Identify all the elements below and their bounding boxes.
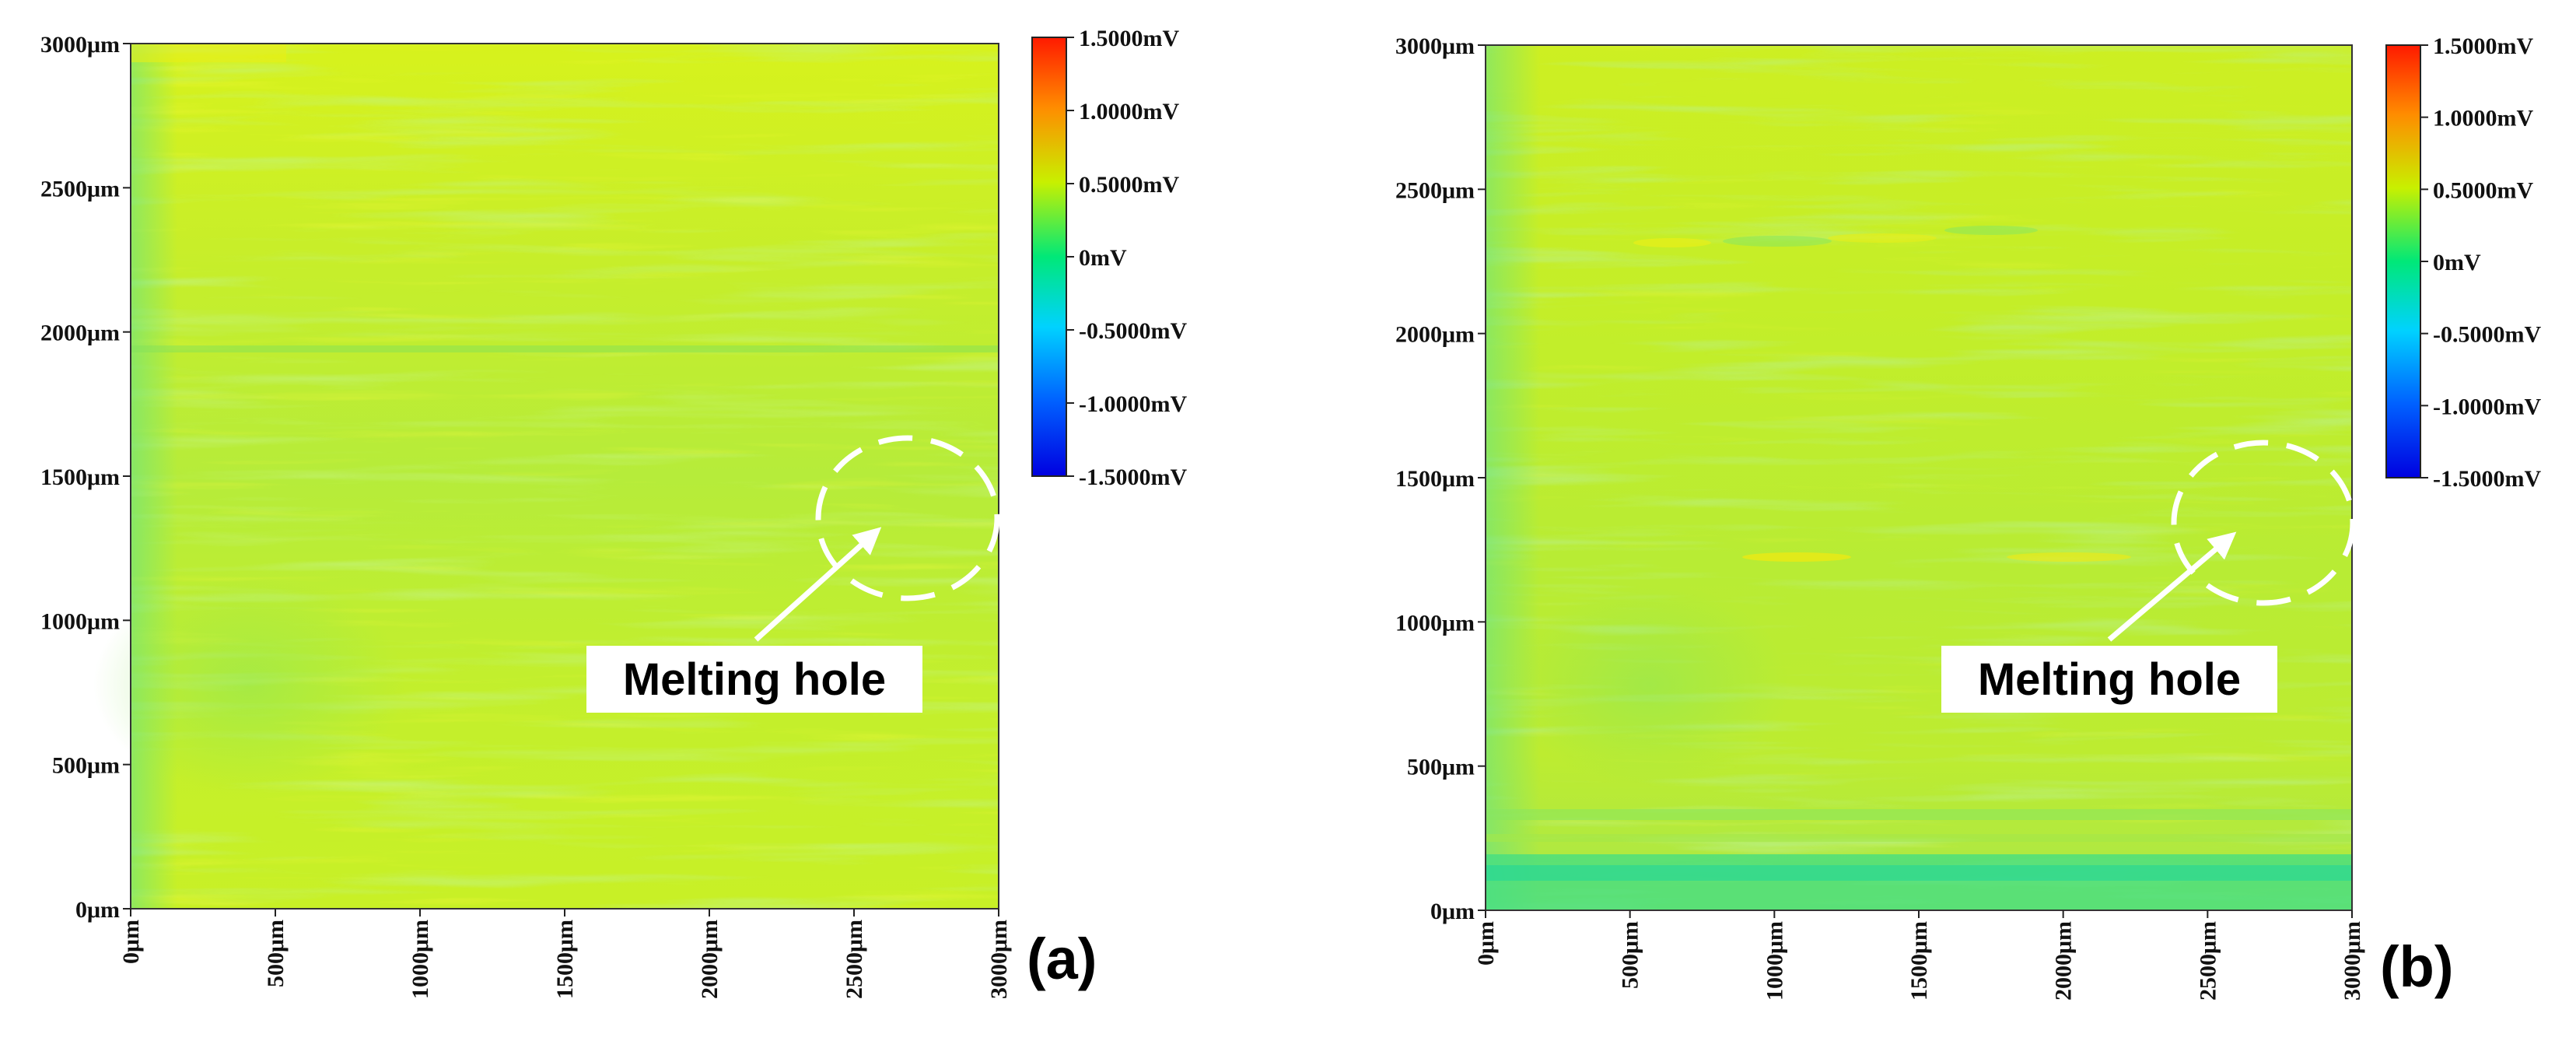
- y-tick-label: 2500μm: [40, 176, 120, 202]
- panel-a: 0μm 500μm 1000μm 1500μm 2000μm 2500μm 3000μm 0…: [40, 26, 1187, 999]
- x-tick-label: 1000μm: [408, 920, 433, 999]
- colorbar-tick-label: 0.5000mV: [2433, 177, 2533, 203]
- x-tick-label: 1000μm: [1762, 921, 1787, 1001]
- x-tick-label: 2500μm: [842, 920, 867, 999]
- annotation-arrow-a: [754, 527, 882, 642]
- heatmap-a: [93, 44, 999, 909]
- melting-hole-circle-b: [2171, 440, 2356, 606]
- colorbar-tick-label: 1.5000mV: [1079, 26, 1179, 51]
- y-tick-label: 2000μm: [40, 321, 120, 346]
- x-tick-label: 2000μm: [2051, 921, 2077, 1001]
- y-axis-a: 0μm 500μm 1000μm 1500μm 2000μm 2500μm 3000μm: [40, 32, 131, 923]
- colorbar-gradient-a: [1031, 37, 1067, 477]
- panel-label-a: (a): [1027, 927, 1097, 991]
- colorbar-a: 1.5000mV 1.0000mV 0.5000mV 0mV -0.5000mV -1.0…: [1031, 26, 1187, 490]
- y-tick-label: 2500μm: [1395, 177, 1475, 203]
- x-tick-label: 3000μm: [2340, 921, 2365, 1001]
- y-tick-label: 500μm: [52, 753, 120, 779]
- annotation-arrow-b: [2107, 531, 2237, 642]
- colorbar-tick-label: -1.5000mV: [2433, 466, 2541, 492]
- annotation-box-a: [586, 646, 922, 713]
- y-tick-label: 0μm: [1430, 899, 1475, 924]
- annotation-box-b: [1941, 646, 2277, 713]
- melting-hole-annotation-a: Melting hole: [586, 435, 1000, 713]
- y-tick-label: 1000μm: [40, 608, 120, 634]
- annotation-text-a: Melting hole: [623, 654, 886, 705]
- colorbar-b: 1.5000mV 1.0000mV 0.5000mV 0mV -0.5000mV -1.0…: [2385, 33, 2541, 492]
- y-tick-label: 3000μm: [1395, 33, 1475, 59]
- colorbar-tick-label: 0mV: [2433, 250, 2481, 275]
- melting-hole-annotation-b: Melting hole: [1941, 440, 2356, 713]
- colorbar-tick-label: -1.0000mV: [2433, 394, 2541, 419]
- panel-b: 0μm 500μm 1000μm 1500μm 2000μm 2500μm 3000μm 0…: [1395, 33, 2541, 1001]
- y-tick-label: 3000μm: [40, 32, 120, 58]
- x-tick-label: 2000μm: [697, 920, 723, 999]
- melting-hole-circle-a: [815, 435, 1000, 601]
- colorbar-tick-label: 1.0000mV: [1079, 99, 1179, 124]
- panel-label-b: (b): [2380, 934, 2454, 999]
- colorbar-tick-label: 0mV: [1079, 245, 1127, 271]
- colorbar-gradient-b: [2385, 44, 2421, 478]
- y-tick-label: 1500μm: [40, 464, 120, 490]
- x-axis-b: 0μm 500μm 1000μm 1500μm 2000μm 2500μm 3000μm: [1473, 910, 2365, 1001]
- y-tick-label: 500μm: [1407, 755, 1475, 780]
- x-tick-label: 1500μm: [552, 920, 578, 999]
- colorbar-ticks-b: 1.5000mV 1.0000mV 0.5000mV 0mV -0.5000mV -1.0…: [2420, 33, 2541, 492]
- colorbar-tick-label: -0.5000mV: [1079, 318, 1187, 344]
- colorbar-tick-label: 1.0000mV: [2433, 106, 2533, 131]
- y-axis-b: 0μm 500μm 1000μm 1500μm 2000μm 2500μm 3000μm: [1395, 33, 1486, 924]
- colorbar-tick-label: 0.5000mV: [1079, 172, 1179, 198]
- colorbar-ticks-a: 1.5000mV 1.0000mV 0.5000mV 0mV -0.5000mV -1.0…: [1066, 26, 1187, 490]
- x-tick-label: 0μm: [118, 920, 144, 964]
- colorbar-tick-label: -1.0000mV: [1079, 391, 1187, 417]
- colorbar-tick-label: 1.5000mV: [2433, 33, 2533, 59]
- y-tick-label: 1000μm: [1395, 610, 1475, 636]
- heatmap-b: [1486, 45, 2352, 910]
- x-tick-label: 500μm: [1618, 921, 1643, 989]
- x-tick-label: 500μm: [263, 920, 289, 987]
- x-tick-label: 2500μm: [2195, 921, 2221, 1001]
- y-tick-label: 1500μm: [1395, 466, 1475, 492]
- x-tick-label: 1500μm: [1906, 921, 1932, 1001]
- annotation-text-b: Melting hole: [1978, 654, 2241, 705]
- colorbar-tick-label: -0.5000mV: [2433, 322, 2541, 348]
- x-axis-a: 0μm 500μm 1000μm 1500μm 2000μm 2500μm 3000μm: [118, 909, 1012, 999]
- x-tick-label: 3000μm: [986, 920, 1012, 999]
- y-tick-label: 0μm: [75, 897, 120, 923]
- y-tick-label: 2000μm: [1395, 322, 1475, 348]
- x-tick-label: 0μm: [1473, 921, 1499, 966]
- colorbar-tick-label: -1.5000mV: [1079, 464, 1187, 490]
